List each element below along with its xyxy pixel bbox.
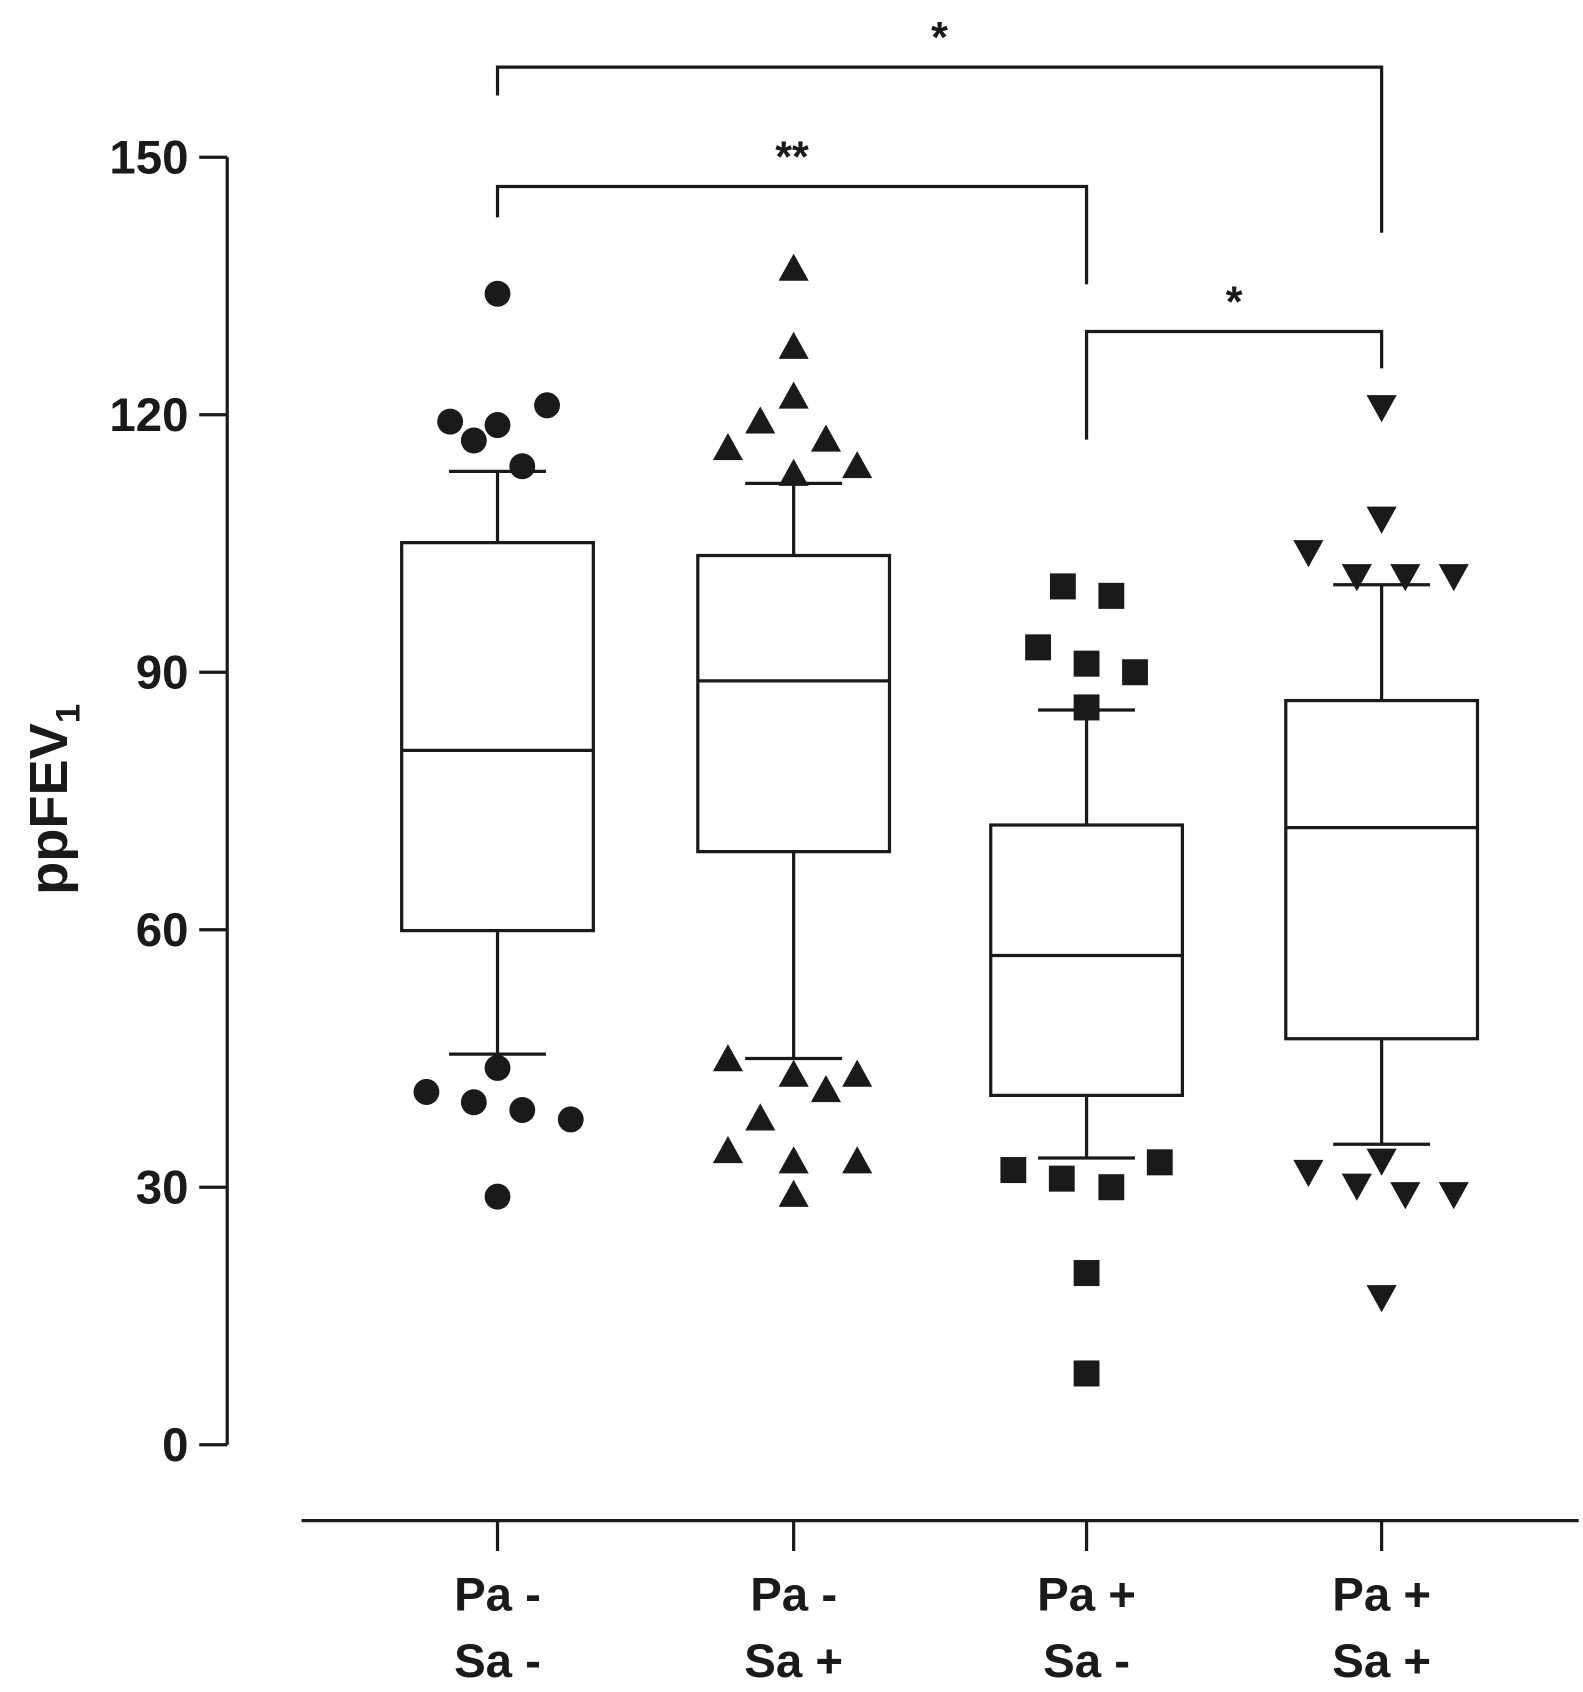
outlier-point: [413, 1078, 440, 1105]
outlier-point: [1098, 582, 1125, 609]
outlier-point: [1341, 564, 1372, 592]
outlier-point: [778, 253, 809, 281]
outlier-point: [745, 1103, 776, 1131]
outlier-point: [1438, 564, 1469, 592]
x-tick-label: Pa -: [454, 1569, 541, 1622]
significance-label: *: [931, 14, 948, 62]
outlier-point: [1073, 650, 1100, 677]
outlier-point: [1366, 1148, 1397, 1176]
y-axis-label: ppFEV1: [19, 704, 88, 895]
significance-bracket: [495, 184, 1089, 285]
outlier-point: [712, 1135, 744, 1164]
outlier-point: [557, 1106, 584, 1133]
x-tick-label: Sa +: [744, 1635, 843, 1688]
y-tick-label: 0: [162, 1419, 188, 1472]
significance-bracket: [495, 65, 1384, 233]
significance-label: *: [1226, 278, 1243, 326]
outlier-point: [1073, 694, 1100, 721]
outlier-point: [1048, 1165, 1075, 1192]
outlier-point: [1098, 1174, 1125, 1201]
outlier-point: [1366, 395, 1397, 423]
box: [696, 553, 892, 854]
outlier-point: [842, 451, 873, 479]
outlier-point: [778, 381, 809, 409]
x-tick-label: Sa -: [454, 1635, 541, 1688]
outlier-point: [810, 1075, 842, 1103]
outlier-point: [484, 1054, 511, 1081]
outlier-point: [712, 1044, 744, 1072]
outlier-point: [460, 427, 487, 454]
x-tick-label: Sa +: [1332, 1635, 1431, 1688]
outlier-point: [1073, 1360, 1100, 1387]
outlier-point: [1073, 1260, 1100, 1287]
box: [989, 823, 1185, 1098]
x-tick-label: Pa +: [1037, 1569, 1136, 1622]
outlier-point: [1000, 1157, 1027, 1184]
outlier-point: [534, 392, 560, 419]
outlier-point: [842, 1059, 873, 1087]
outlier-point: [1146, 1149, 1173, 1176]
outlier-point: [437, 408, 464, 435]
outlier-point: [810, 424, 842, 452]
outlier-point: [778, 458, 809, 486]
box: [400, 541, 595, 933]
x-tick-label: Sa -: [1043, 1635, 1130, 1688]
y-axis-label-subscript: 1: [50, 704, 88, 723]
outlier-point: [509, 1096, 536, 1123]
outlier-point: [509, 453, 536, 480]
outlier-point: [745, 406, 776, 434]
outlier-point: [484, 412, 511, 439]
outlier-point: [1341, 1173, 1372, 1201]
x-tick-label: Pa -: [750, 1569, 837, 1622]
outlier-point: [484, 280, 511, 307]
significance-label: **: [775, 133, 809, 181]
outlier-point: [778, 1059, 809, 1087]
outlier-point: [1366, 506, 1397, 534]
outlier-point: [460, 1089, 487, 1116]
outlier-point: [778, 1179, 809, 1207]
outlier-point: [1293, 540, 1324, 568]
outlier-point: [484, 1183, 511, 1210]
y-tick-label: 120: [109, 389, 188, 442]
y-tick-label: 150: [109, 131, 188, 184]
y-tick-label: 30: [136, 1161, 189, 1214]
outlier-point: [1366, 1285, 1397, 1313]
y-tick-label: 60: [136, 904, 189, 957]
y-axis-label-text: ppFEV: [19, 723, 79, 895]
y-tick-label: 90: [136, 646, 189, 699]
outlier-point: [1390, 1182, 1421, 1210]
significance-bracket: [1084, 329, 1384, 440]
box: [1284, 698, 1480, 1041]
outlier-point: [1293, 1159, 1324, 1187]
outlier-point: [1049, 573, 1076, 600]
outlier-point: [712, 433, 744, 461]
outlier-point: [1438, 1182, 1469, 1210]
outlier-point: [1390, 564, 1421, 592]
outlier-point: [1025, 634, 1052, 661]
x-tick-label: Pa +: [1332, 1569, 1431, 1622]
outlier-point: [842, 1146, 873, 1174]
outlier-point: [1122, 659, 1148, 686]
outlier-point: [778, 331, 809, 359]
outlier-point: [778, 1146, 809, 1174]
